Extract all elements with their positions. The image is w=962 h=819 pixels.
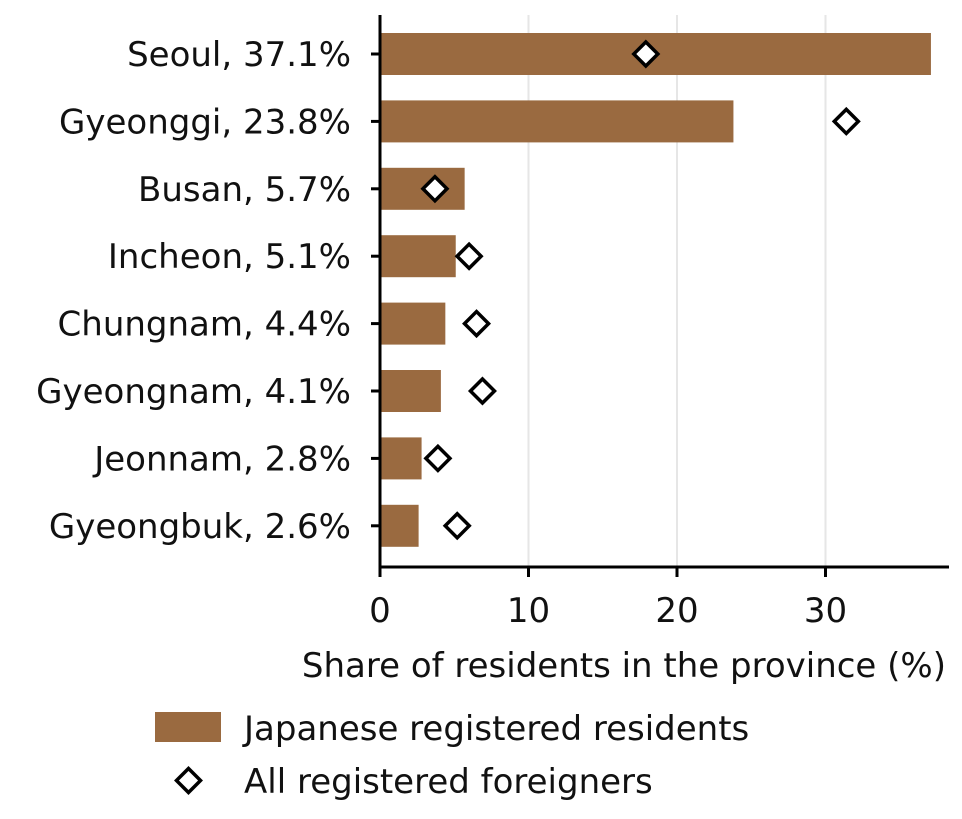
bar-4 <box>380 302 446 345</box>
bar-1 <box>380 100 734 143</box>
diamond-point-3 <box>454 241 484 271</box>
diamond-point-5 <box>467 376 497 406</box>
diamond-point-6 <box>423 443 453 473</box>
x-tick-label-10: 10 <box>507 591 550 631</box>
category-label-4: Chungnam, 4.4% <box>58 305 351 345</box>
x-tick-labels: 0 10 20 30 <box>369 591 847 631</box>
x-tick-label-30: 30 <box>804 591 847 631</box>
bar-6 <box>380 437 422 480</box>
legend: Japanese registered residents All regist… <box>155 709 749 802</box>
diamond-point-4 <box>462 309 492 339</box>
legend-label-diamonds: All registered foreigners <box>244 762 653 802</box>
category-labels: Seoul, 37.1% Gyeonggi, 23.8% Busan, 5.7% In… <box>36 35 351 547</box>
category-label-7: Gyeongbuk, 2.6% <box>49 507 351 547</box>
legend-swatch-diamond <box>174 766 203 795</box>
x-axis-title: Share of residents in the province (%) <box>302 646 946 686</box>
category-label-5: Gyeongnam, 4.1% <box>36 372 351 412</box>
category-label-6: Jeonnam, 2.8% <box>92 439 351 479</box>
x-tick-label-0: 0 <box>369 591 391 631</box>
diamond-point-2 <box>420 174 450 204</box>
category-label-0: Seoul, 37.1% <box>127 35 351 75</box>
category-label-2: Busan, 5.7% <box>138 170 351 210</box>
axes <box>371 15 949 577</box>
x-tick-label-20: 20 <box>655 591 698 631</box>
legend-swatch-bar <box>155 712 221 742</box>
bar-7 <box>380 504 419 547</box>
diamond-point-1 <box>831 106 861 136</box>
diamond-point-0 <box>631 39 661 69</box>
bar-3 <box>380 235 456 278</box>
legend-label-bars: Japanese registered residents <box>242 709 749 749</box>
diamond-series <box>420 39 861 541</box>
diamond-point-7 <box>442 511 472 541</box>
category-label-3: Incheon, 5.1% <box>108 237 351 277</box>
grid-lines <box>527 15 827 567</box>
category-label-1: Gyeonggi, 23.8% <box>59 102 351 142</box>
bar-5 <box>380 370 441 412</box>
